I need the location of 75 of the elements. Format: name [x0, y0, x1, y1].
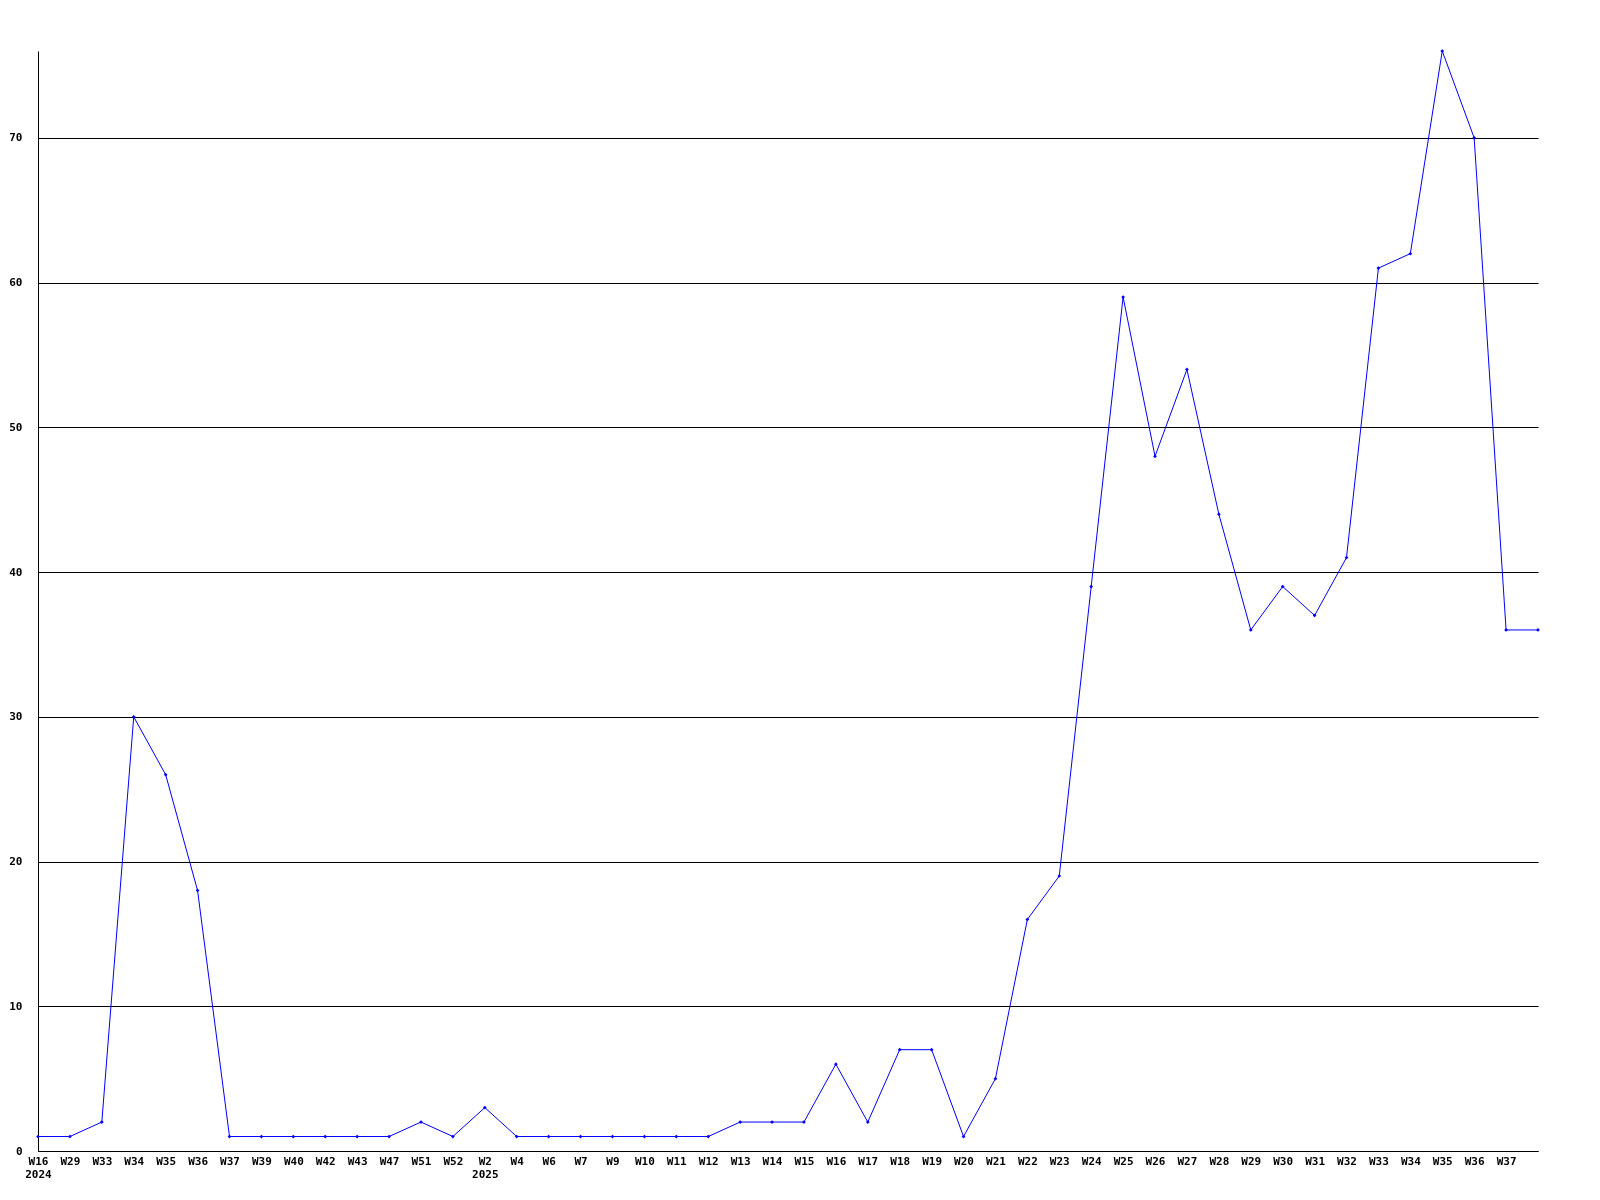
x-tick-label: W9: [606, 1154, 620, 1168]
x-tick-label: W16: [826, 1154, 847, 1168]
y-tick-label: 30: [9, 710, 23, 724]
y-tick-label: 60: [9, 276, 23, 290]
x-tick-label: W17: [858, 1154, 879, 1168]
x-tick-label: W33: [92, 1154, 113, 1168]
x-tick-label: W6: [542, 1154, 557, 1168]
x-tick-label: W34: [1400, 1154, 1422, 1168]
x-tick-label: W35: [1432, 1154, 1453, 1168]
x-tick-label: W30: [1273, 1154, 1294, 1168]
y-tick-label: 0: [15, 1144, 23, 1158]
x-tick-label: W18: [890, 1154, 911, 1168]
x-tick-label: W51: [411, 1154, 432, 1168]
point: [1089, 584, 1094, 589]
x-tick-label: W13: [730, 1154, 751, 1168]
x-tick-label: W14: [762, 1154, 783, 1168]
x-tick-label: W11: [666, 1154, 688, 1168]
x-tick-label: W23: [1049, 1154, 1070, 1168]
point: [674, 1134, 679, 1139]
x-tick-label: W7: [574, 1154, 588, 1168]
x-tick-label: W42: [315, 1154, 336, 1168]
point: [514, 1134, 519, 1139]
x-tick-label: W24: [1081, 1154, 1102, 1168]
x-tick-label: W31: [1305, 1154, 1326, 1168]
x-tick-label: W19: [922, 1154, 943, 1168]
x-tick-label: W4: [510, 1154, 525, 1168]
x-tick-label: W36: [188, 1154, 209, 1168]
x-tick-label: W27: [1177, 1154, 1198, 1168]
point: [291, 1134, 296, 1139]
x-tick-label: W52: [443, 1154, 464, 1168]
point: [1153, 454, 1157, 459]
point: [1376, 266, 1381, 270]
x-tick-label: W34: [124, 1154, 145, 1168]
x-tick-label: W15: [794, 1154, 815, 1168]
x-tick-label: W37: [220, 1154, 240, 1168]
y-tick-label: 20: [9, 855, 23, 869]
point: [706, 1134, 711, 1139]
y-tick-label: 10: [9, 999, 23, 1013]
x-tick-label: W35: [156, 1154, 177, 1168]
point: [1185, 367, 1189, 372]
x-tick-label: W21: [986, 1154, 1007, 1168]
point: [323, 1134, 328, 1139]
x-tick-label: W33: [1368, 1154, 1389, 1168]
x-tick-label: W25: [1113, 1154, 1134, 1168]
x-tick-label: W32: [1337, 1154, 1357, 1168]
x-tick-label: W36: [1464, 1154, 1485, 1168]
x-tick-label: W47: [379, 1154, 400, 1168]
y-tick-label: 50: [9, 420, 23, 434]
x-tick-label: W22: [1017, 1154, 1038, 1168]
x-tick-label: W10: [634, 1154, 655, 1168]
y-tick-label: 40: [9, 565, 23, 579]
y-tick-label: 70: [9, 131, 23, 145]
point: [355, 1134, 360, 1139]
x-tick-label: W43: [347, 1154, 368, 1168]
x-tick-label: W40: [283, 1154, 304, 1168]
x-tick-label: W20: [954, 1154, 974, 1168]
point: [1248, 628, 1253, 632]
point: [482, 1105, 487, 1110]
x-tick-label: W12: [698, 1154, 719, 1168]
point: [451, 1134, 455, 1139]
x-tick-label: W2 2025: [472, 1154, 499, 1181]
x-tick-label: W37: [1496, 1154, 1517, 1168]
point: [36, 1134, 40, 1139]
point: [1057, 874, 1062, 878]
x-tick-label: W29: [60, 1154, 81, 1168]
x-tick-label: W16 2024: [25, 1154, 53, 1181]
point: [1280, 584, 1285, 589]
x-tick-label: W26: [1145, 1154, 1166, 1168]
x-tick-label: W29: [1241, 1154, 1262, 1168]
point: [68, 1134, 72, 1139]
x-tick-label: W39: [251, 1154, 272, 1168]
x-tick-label: W28: [1209, 1154, 1230, 1168]
point: [865, 1120, 870, 1124]
point: [387, 1134, 391, 1139]
point: [1440, 49, 1445, 53]
